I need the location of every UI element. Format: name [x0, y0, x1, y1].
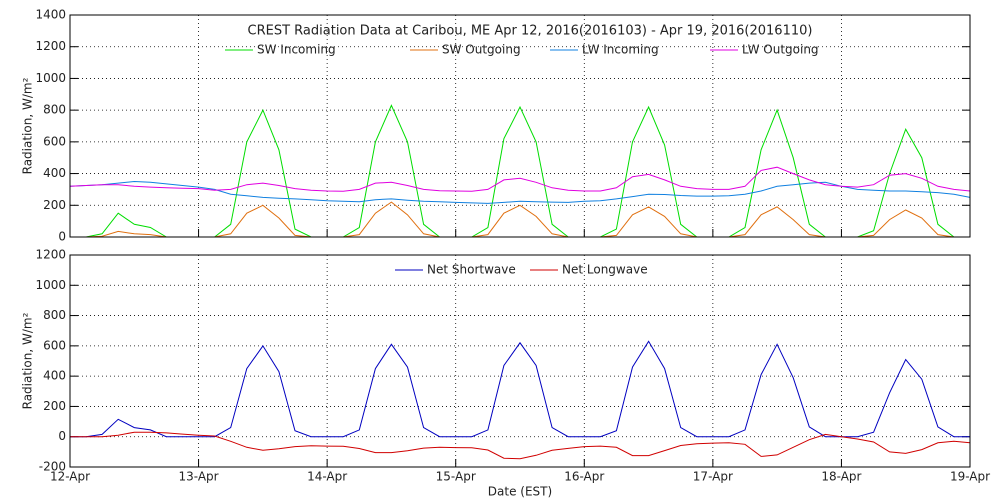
x-tick-label: 16-Apr — [564, 470, 604, 484]
legend-label: LW Incoming — [582, 43, 659, 57]
y-tick-label: -200 — [39, 460, 66, 474]
y-tick-label: 400 — [43, 166, 66, 180]
y-tick-label: 0 — [58, 429, 66, 443]
y-tick-label: 800 — [43, 103, 66, 117]
y-tick-label: 1200 — [35, 39, 66, 53]
x-axis-label: Date (EST) — [488, 485, 552, 499]
y-tick-label: 800 — [43, 308, 66, 322]
plot-frame — [69, 14, 971, 238]
y-tick-label: 600 — [43, 134, 66, 148]
x-tick-label: 15-Apr — [436, 470, 476, 484]
y-tick-label: 200 — [43, 399, 66, 413]
y-axis-label: Radiation, W/m² — [21, 77, 35, 174]
chart-title: CREST Radiation Data at Caribou, ME Apr … — [248, 24, 813, 39]
y-tick-label: 200 — [43, 198, 66, 212]
data-line — [70, 431, 971, 460]
legend-label: Net Longwave — [562, 263, 648, 277]
data-line — [70, 201, 970, 238]
x-tick-label: 17-Apr — [693, 470, 733, 484]
data-line — [70, 340, 970, 438]
y-tick-label: 1000 — [35, 278, 66, 292]
y-axis-label: Radiation, W/m² — [21, 312, 35, 409]
x-tick-label: 13-Apr — [179, 470, 219, 484]
y-tick-label: 400 — [43, 369, 66, 383]
x-tick-label: 12-Apr — [50, 470, 90, 484]
x-tick-label: 19-Apr — [950, 470, 990, 484]
x-tick-label: 18-Apr — [821, 470, 861, 484]
legend-label: SW Incoming — [257, 43, 336, 57]
legend-label: Net Shortwave — [427, 263, 516, 277]
plot-frame — [69, 254, 971, 468]
legend-label: LW Outgoing — [742, 43, 819, 57]
data-line — [69, 166, 971, 192]
legend-label: SW Outgoing — [442, 43, 521, 57]
y-tick-label: 1200 — [35, 248, 66, 262]
y-tick-label: 1000 — [35, 71, 66, 85]
data-line — [69, 180, 971, 204]
y-tick-label: 600 — [43, 338, 66, 352]
y-tick-label: 0 — [58, 230, 66, 244]
data-line — [70, 104, 970, 238]
x-tick-label: 14-Apr — [307, 470, 347, 484]
y-tick-label: 1400 — [35, 8, 66, 22]
